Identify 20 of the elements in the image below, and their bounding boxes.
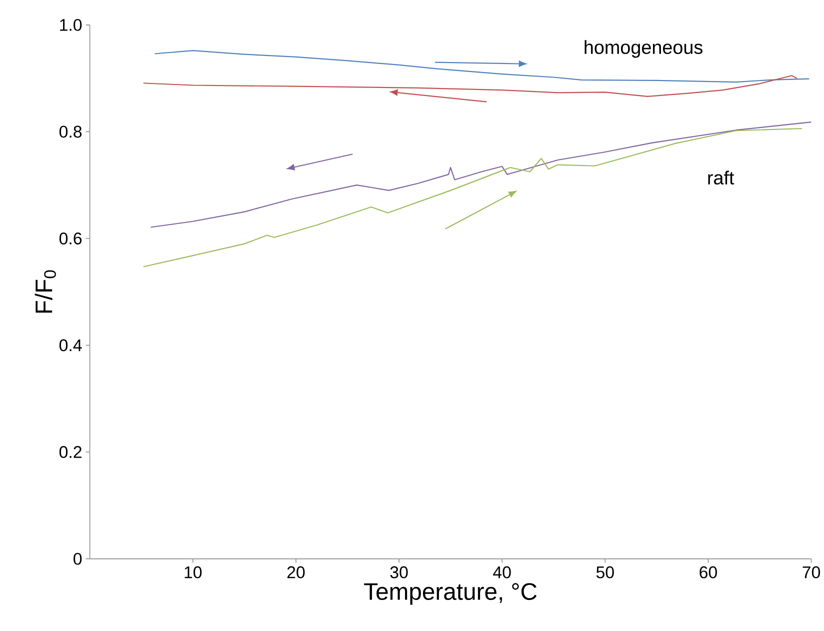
line-series — [142, 128, 803, 268]
y-axis-title: F/F$_{0}$ — [34, 270, 56, 313]
x-axis-title: Temperature, °C — [364, 583, 537, 605]
line-series — [142, 75, 798, 98]
x-tick-label: 20 — [287, 566, 305, 578]
annotation: homogeneous — [584, 40, 702, 58]
line-series — [150, 122, 812, 228]
y-tick-label: 0.6 — [59, 232, 82, 245]
x-tick-label: 60 — [700, 566, 717, 578]
x-tick-label: 10 — [184, 566, 202, 578]
y-tick-label: 0.8 — [59, 126, 82, 138]
y-tick-label: 0.4 — [59, 339, 82, 352]
x-tick-label: 50 — [596, 566, 614, 578]
x-tick-label: 30 — [390, 566, 408, 578]
y-tick-label: 1.0 — [60, 19, 82, 32]
y-tick-label: 0.2 — [59, 446, 82, 458]
x-tick-label: 70 — [802, 566, 820, 578]
y-tick-label: 0 — [74, 552, 82, 565]
annotation: raft — [708, 170, 734, 185]
x-tick-label: 40 — [493, 566, 511, 578]
